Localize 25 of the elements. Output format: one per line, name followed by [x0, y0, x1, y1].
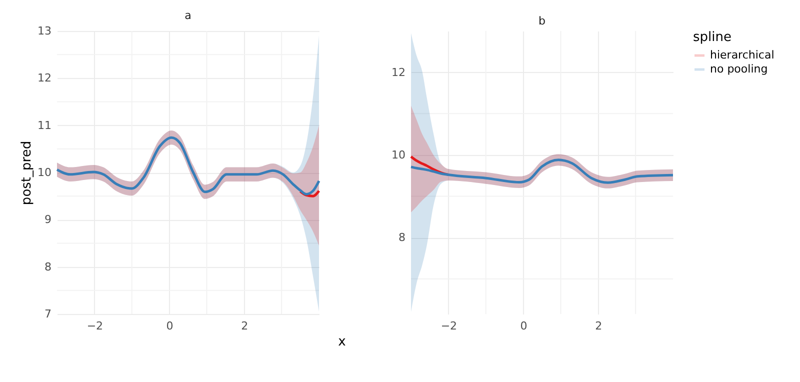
- x-tick-label: 0: [520, 320, 528, 332]
- legend-label: no pooling: [710, 62, 768, 76]
- x-tick-label: 0: [166, 320, 174, 332]
- y-tick-label: 12: [38, 72, 52, 85]
- x-tick-label: 2: [241, 320, 248, 332]
- y-axis-title: post_pred: [20, 140, 35, 206]
- chart-title: a: [184, 9, 192, 22]
- x-tick-label: −2: [440, 320, 458, 332]
- legend-label: hierarchical: [710, 48, 774, 62]
- y-tick-label: 8: [44, 260, 52, 274]
- y-tick-label: 11: [38, 118, 52, 132]
- y-tick-label: 12: [392, 66, 406, 79]
- y-tick-label: 10: [392, 148, 406, 162]
- y-tick-label: 8: [398, 231, 406, 244]
- line-series: [410, 158, 674, 184]
- x-tick-label: −2: [86, 320, 104, 332]
- chart-title: b: [538, 14, 546, 28]
- x-tick-label: 2: [595, 320, 602, 332]
- y-tick-label: 7: [44, 308, 52, 320]
- y-tick-label: 10: [38, 166, 52, 179]
- y-tick-label: 9: [44, 213, 52, 226]
- legend-title: spline: [693, 30, 732, 45]
- y-tick-label: 13: [38, 24, 52, 38]
- line-series: [56, 136, 320, 196]
- x-axis-title: x: [338, 334, 346, 350]
